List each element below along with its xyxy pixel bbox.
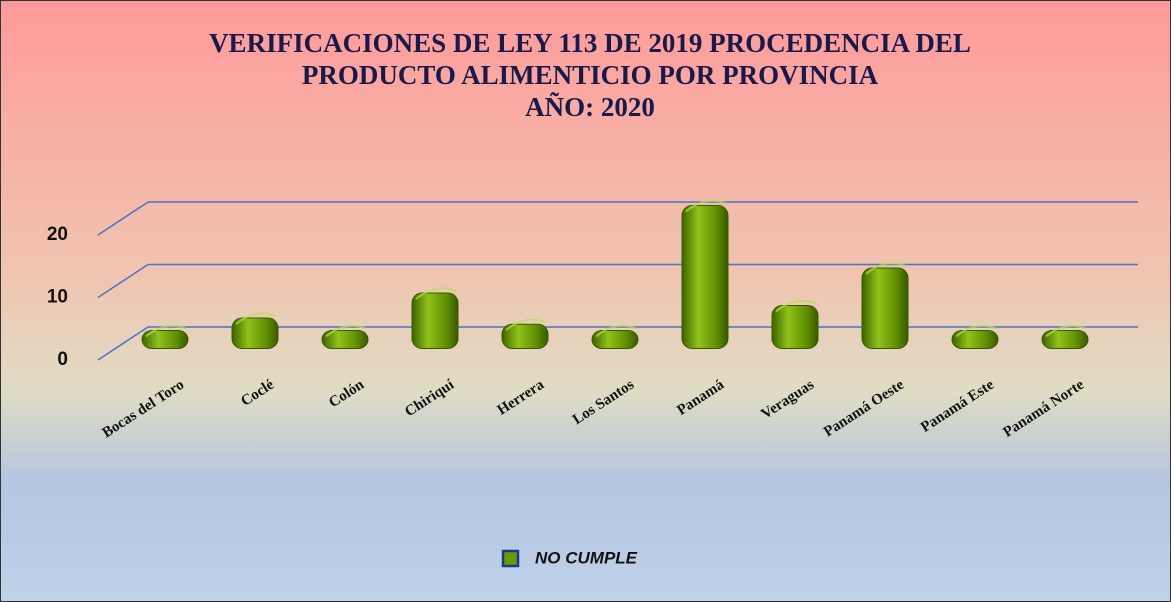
chart-title: VERIFICACIONES DE LEY 113 DE 2019 PROCED… xyxy=(209,28,971,58)
legend-swatch xyxy=(501,549,520,568)
bar-top xyxy=(595,324,637,338)
bar xyxy=(591,330,639,349)
bar-top xyxy=(1045,324,1087,338)
bar-top xyxy=(145,324,187,338)
bar-top xyxy=(955,324,997,338)
bar xyxy=(1041,330,1089,349)
chart-title: PRODUCTO ALIMENTICIO POR PROVINCIA xyxy=(302,60,879,90)
bar xyxy=(951,330,999,349)
bar-top xyxy=(775,299,817,313)
y-tick-label: 0 xyxy=(57,349,68,370)
bar-top xyxy=(325,324,367,338)
bar xyxy=(681,205,729,349)
bar xyxy=(861,267,909,349)
bar-top xyxy=(505,318,547,332)
bar xyxy=(141,330,189,349)
bar-top xyxy=(685,199,727,213)
chart-title: AÑO: 2020 xyxy=(525,92,655,122)
bar xyxy=(231,317,279,349)
bar-top xyxy=(415,287,457,300)
bar xyxy=(411,292,459,349)
grid-line xyxy=(97,201,149,236)
grid-line xyxy=(97,263,149,299)
grid-line xyxy=(97,326,149,361)
bar-top xyxy=(865,262,907,275)
bar xyxy=(771,305,819,349)
y-tick-label: 10 xyxy=(47,287,68,308)
bar xyxy=(321,330,369,349)
bar-top xyxy=(235,312,277,325)
bar xyxy=(501,323,549,349)
legend-label: NO CUMPLE xyxy=(535,548,638,567)
y-tick-label: 20 xyxy=(47,224,68,245)
